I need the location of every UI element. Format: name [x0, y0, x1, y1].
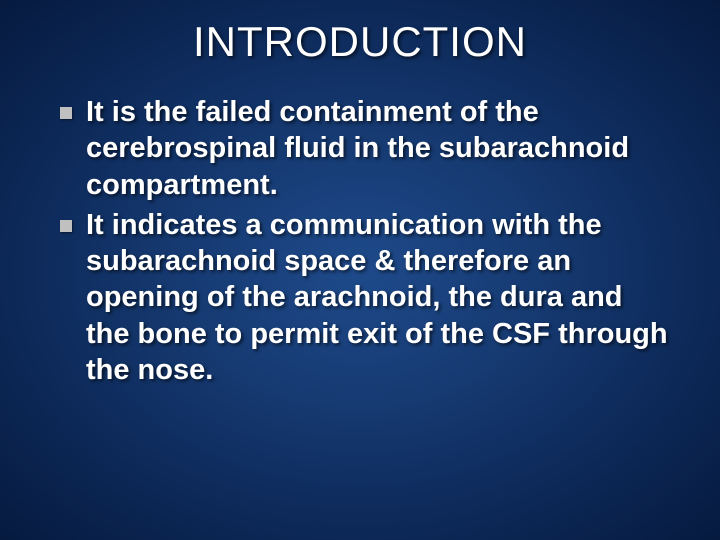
slide-body: It is the failed containment of the cere… — [0, 66, 720, 388]
bullet-text: It indicates a communication with the su… — [86, 207, 670, 388]
square-bullet-icon — [60, 107, 72, 119]
slide-title: INTRODUCTION — [0, 0, 720, 66]
slide: INTRODUCTION It is the failed containmen… — [0, 0, 720, 540]
bullet-item: It indicates a communication with the su… — [60, 207, 670, 388]
square-bullet-icon — [60, 220, 72, 232]
bullet-item: It is the failed containment of the cere… — [60, 94, 670, 203]
bullet-text: It is the failed containment of the cere… — [86, 94, 670, 203]
